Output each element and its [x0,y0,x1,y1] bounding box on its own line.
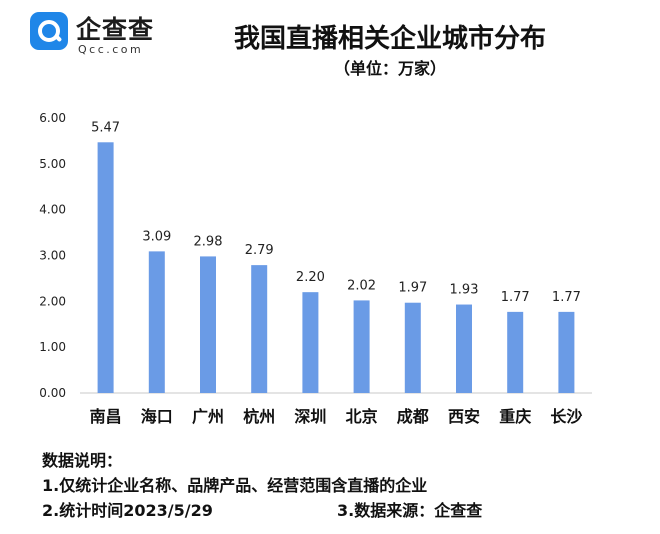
y-tick-label: 4.00 [39,203,66,217]
data-notes: 数据说明： 1.仅统计企业名称、品牌产品、经营范围含直播的企业 2.统计时间20… [42,448,602,523]
y-tick-label: 5.00 [39,157,66,171]
data-label: 1.93 [450,283,479,298]
y-tick-label: 3.00 [39,249,66,263]
data-label: 2.98 [194,234,223,249]
bar [97,142,114,393]
notes-heading: 数据说明： [42,451,123,470]
logo-domain: Qcc.com [78,43,144,56]
bar [353,300,370,393]
x-tick-label: 杭州 [243,407,275,426]
x-tick-label: 深圳 [294,407,326,426]
x-tick-label: 广州 [192,407,224,426]
x-tick-label: 成都 [397,407,429,426]
note-scope: 1.仅统计企业名称、品牌产品、经营范围含直播的企业 [42,476,428,495]
note-source: 3.数据来源：企查查 [337,501,483,520]
bar-chart: 0.00 1.00 2.00 3.00 4.00 5.00 6.00 5.47 南昌 3.09 海口… [39,111,592,426]
y-tick-label: 6.00 [39,111,66,125]
bar [302,292,319,393]
y-tick-label: 1.00 [39,340,66,354]
bar [148,251,165,393]
bar [558,311,575,393]
x-tick-label: 长沙 [550,407,582,426]
data-label: 2.02 [347,278,376,293]
data-label: 5.47 [91,120,120,135]
x-tick-label: 西安 [448,407,480,426]
data-label: 2.20 [296,270,325,285]
data-label: 1.77 [552,290,581,305]
y-tick-label: 2.00 [39,294,66,308]
data-label: 1.97 [398,281,427,296]
logo-name: 企查查 [76,15,155,44]
bar [200,256,216,393]
bar [251,265,268,393]
x-tick-label: 北京 [346,407,378,426]
bar [404,302,421,393]
logo: 企查查 Qcc.com [30,10,180,60]
x-tick-label: 海口 [141,407,173,426]
bar [507,311,524,393]
data-label: 2.79 [245,243,274,258]
note-date: 2.统计时间2023/5/29 [42,501,213,520]
data-label: 1.77 [501,290,530,305]
logo-magnifier-icon [30,12,68,50]
x-tick-label: 重庆 [499,407,531,426]
bar [456,304,472,393]
data-label: 3.09 [142,229,171,244]
chart-unit: （单位：万家） [333,59,446,78]
x-tick-label: 南昌 [90,407,122,426]
y-tick-label: 0.00 [39,386,66,400]
chart-title: 我国直播相关企业城市分布 [233,24,546,54]
